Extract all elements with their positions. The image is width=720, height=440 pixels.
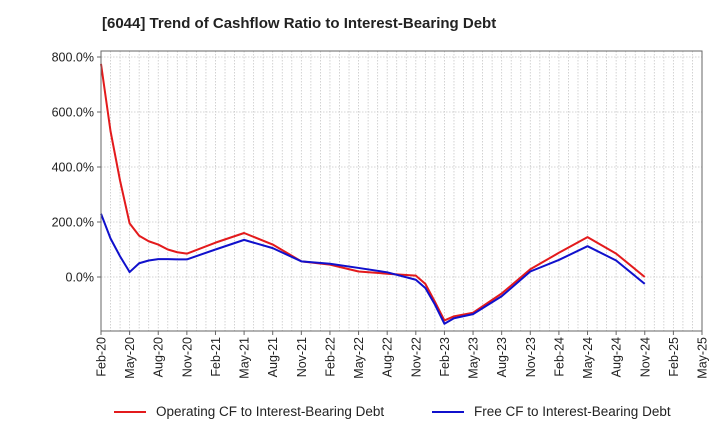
x-tick-label: Feb-23 (438, 337, 452, 377)
chart-title: [6044] Trend of Cashflow Ratio to Intere… (102, 15, 497, 32)
x-axis-ticks: Feb-20 May-20 Aug-20 Nov-20 Feb-21 May-21 Aug-… (95, 331, 710, 379)
y-tick-label: 0.0% (66, 271, 95, 285)
legend-item-operating-cf: Operating CF to Interest-Bearing Debt (114, 404, 384, 419)
x-tick-label: Feb-20 (95, 337, 109, 377)
grid-lines (100, 51, 703, 331)
x-tick-label: Nov-20 (180, 337, 194, 377)
x-tick-label: May-21 (238, 337, 252, 379)
legend-label-operating-cf: Operating CF to Interest-Bearing Debt (156, 404, 385, 419)
x-tick-label: Feb-24 (552, 337, 566, 377)
x-tick-label: Aug-24 (610, 337, 624, 377)
legend-swatch-operating-cf (114, 410, 146, 413)
x-tick-label: May-23 (467, 337, 481, 379)
x-tick-label: Aug-22 (381, 337, 395, 377)
series-line-operating-cf (100, 63, 646, 322)
x-tick-label: Nov-22 (409, 337, 423, 377)
x-tick-label: Feb-22 (323, 337, 337, 377)
legend-swatch-free-cf (432, 410, 464, 413)
x-tick-label: Nov-24 (638, 337, 652, 377)
y-tick-label: 200.0% (52, 216, 94, 230)
x-tick-label: Feb-25 (667, 337, 681, 377)
legend-item-free-cf: Free CF to Interest-Bearing Debt (432, 404, 671, 419)
y-axis-ticks: 0.0% 200.0% 400.0% 600.0% 800.0% (52, 51, 101, 285)
x-tick-label: Aug-23 (495, 337, 509, 377)
y-tick-label: 800.0% (52, 51, 94, 65)
x-tick-label: May-25 (696, 337, 710, 379)
y-tick-label: 600.0% (52, 106, 94, 120)
x-tick-label: Aug-20 (152, 337, 166, 377)
x-tick-label: May-24 (581, 337, 595, 379)
plot-frame (100, 50, 703, 332)
x-tick-label: May-20 (123, 337, 137, 379)
series-lines (100, 63, 646, 325)
x-tick-label: Feb-21 (209, 337, 223, 377)
series-line-free-cf (100, 213, 646, 325)
x-tick-label: Nov-23 (524, 337, 538, 377)
x-tick-label: Aug-21 (266, 337, 280, 377)
x-tick-label: May-22 (352, 337, 366, 379)
x-tick-label: Nov-21 (295, 337, 309, 377)
legend-label-free-cf: Free CF to Interest-Bearing Debt (474, 404, 671, 419)
y-tick-label: 400.0% (52, 161, 94, 175)
